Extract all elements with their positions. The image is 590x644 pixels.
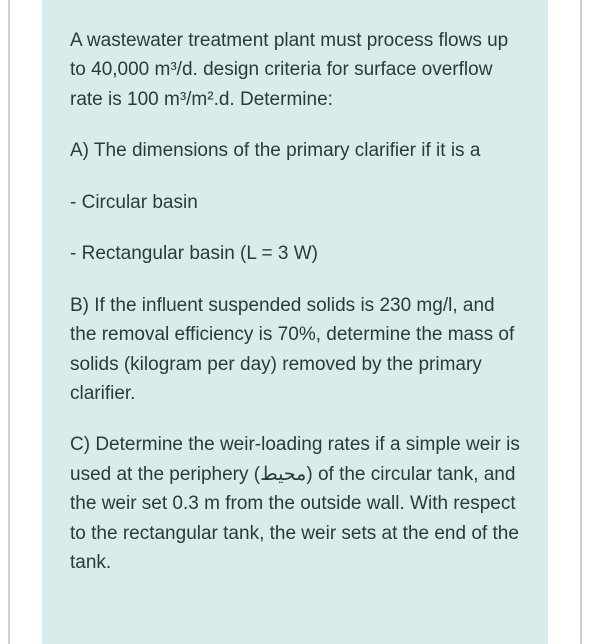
- paragraph-b: B) If the influent suspended solids is 2…: [70, 291, 520, 409]
- paragraph-intro: A wastewater treatment plant must proces…: [70, 26, 520, 114]
- paragraph-a-opt1: - Circular basin: [70, 188, 520, 217]
- right-border: [580, 0, 582, 644]
- question-card: A wastewater treatment plant must proces…: [42, 0, 548, 644]
- paragraph-a: A) The dimensions of the primary clarifi…: [70, 136, 520, 165]
- paragraph-c: C) Determine the weir-loading rates if a…: [70, 430, 520, 577]
- paragraph-a-opt2: - Rectangular basin (L = 3 W): [70, 239, 520, 268]
- left-border: [8, 0, 10, 644]
